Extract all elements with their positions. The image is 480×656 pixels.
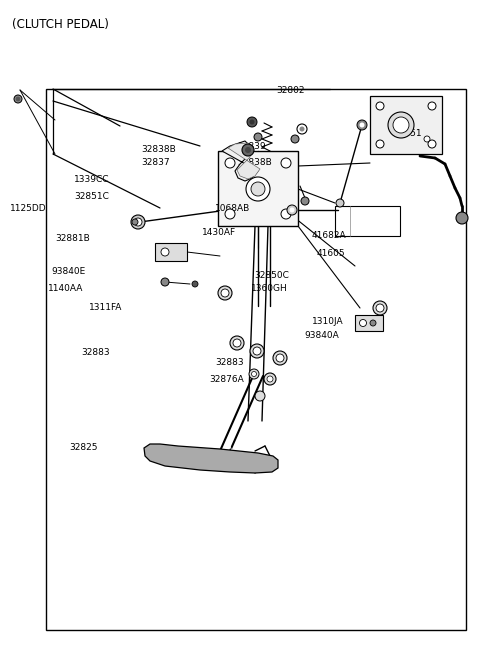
Circle shape	[289, 207, 295, 213]
Circle shape	[376, 102, 384, 110]
Circle shape	[336, 199, 344, 207]
Circle shape	[267, 376, 273, 382]
Circle shape	[134, 218, 142, 226]
Circle shape	[300, 127, 304, 131]
Circle shape	[428, 140, 436, 148]
Text: 93840A: 93840A	[305, 331, 339, 340]
Text: 32850C: 32850C	[254, 271, 289, 280]
Circle shape	[250, 119, 254, 125]
Circle shape	[230, 336, 244, 350]
Circle shape	[297, 124, 307, 134]
Text: 41605: 41605	[317, 249, 346, 258]
Polygon shape	[144, 444, 278, 473]
Circle shape	[246, 177, 270, 201]
Circle shape	[14, 95, 22, 103]
Text: 32883: 32883	[82, 348, 110, 358]
Text: 32883: 32883	[215, 358, 244, 367]
Circle shape	[192, 281, 198, 287]
Circle shape	[225, 158, 235, 168]
Text: 41682A: 41682A	[312, 231, 347, 240]
Text: 1310JA: 1310JA	[312, 317, 344, 326]
Circle shape	[131, 215, 145, 229]
Text: 93840E: 93840E	[52, 267, 86, 276]
Circle shape	[370, 320, 376, 326]
Text: 32876A: 32876A	[209, 375, 244, 384]
Circle shape	[276, 354, 284, 362]
Text: 1360GH: 1360GH	[251, 284, 288, 293]
Circle shape	[393, 117, 409, 133]
Circle shape	[428, 102, 436, 110]
Circle shape	[221, 289, 229, 297]
Polygon shape	[222, 141, 258, 181]
Text: 1339CC: 1339CC	[74, 175, 110, 184]
Text: 32838B: 32838B	[238, 158, 272, 167]
Circle shape	[249, 369, 259, 379]
Circle shape	[233, 339, 241, 347]
Bar	[355, 315, 383, 331]
Circle shape	[281, 209, 291, 219]
Bar	[155, 243, 187, 261]
Circle shape	[253, 347, 261, 355]
Polygon shape	[228, 143, 260, 179]
Circle shape	[357, 120, 367, 130]
Text: 32837: 32837	[142, 158, 170, 167]
Circle shape	[255, 391, 265, 401]
Circle shape	[132, 219, 138, 225]
Circle shape	[456, 212, 468, 224]
Circle shape	[373, 301, 387, 315]
Text: 32851C: 32851C	[74, 192, 109, 201]
Circle shape	[273, 351, 287, 365]
Circle shape	[287, 205, 297, 215]
Circle shape	[218, 286, 232, 300]
Circle shape	[376, 140, 384, 148]
Text: 1140AA: 1140AA	[48, 284, 84, 293]
Bar	[370, 96, 442, 154]
Text: 32839: 32839	[238, 142, 266, 151]
Text: (CLUTCH PEDAL): (CLUTCH PEDAL)	[12, 18, 109, 31]
Circle shape	[242, 144, 254, 156]
Circle shape	[161, 278, 169, 286]
Circle shape	[245, 147, 251, 153]
Circle shape	[291, 135, 299, 143]
Text: 32802: 32802	[276, 86, 304, 95]
Bar	[335, 206, 400, 236]
Circle shape	[264, 373, 276, 385]
Circle shape	[281, 158, 291, 168]
Text: 1311FA: 1311FA	[89, 302, 123, 312]
Text: 32825: 32825	[70, 443, 98, 452]
Circle shape	[388, 112, 414, 138]
Circle shape	[360, 319, 367, 327]
Text: 1430AF: 1430AF	[202, 228, 236, 237]
Circle shape	[161, 248, 169, 256]
Circle shape	[225, 209, 235, 219]
Bar	[46, 89, 466, 630]
Circle shape	[16, 97, 20, 101]
Circle shape	[250, 344, 264, 358]
Text: 32881B: 32881B	[55, 234, 90, 243]
Circle shape	[247, 117, 257, 127]
Text: 1068AB: 1068AB	[215, 204, 250, 213]
Text: 41651: 41651	[394, 129, 422, 138]
Circle shape	[251, 182, 265, 196]
Circle shape	[360, 123, 364, 127]
Bar	[218, 151, 298, 226]
Circle shape	[252, 371, 256, 377]
Circle shape	[254, 133, 262, 141]
Text: 1125DD: 1125DD	[10, 204, 46, 213]
Circle shape	[424, 136, 430, 142]
Text: 32838B: 32838B	[142, 145, 176, 154]
Circle shape	[376, 304, 384, 312]
Circle shape	[301, 197, 309, 205]
